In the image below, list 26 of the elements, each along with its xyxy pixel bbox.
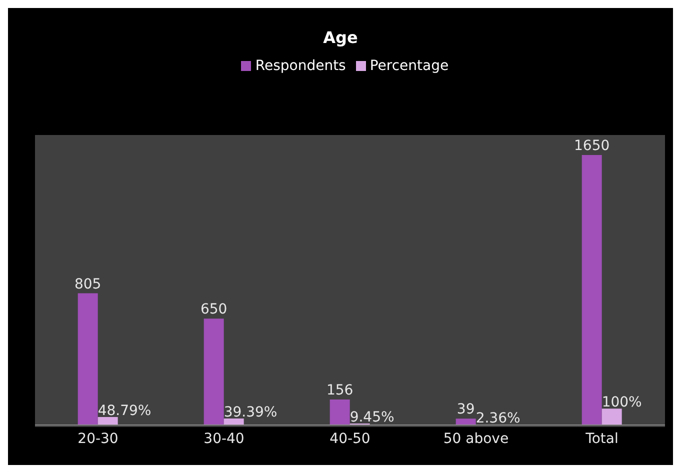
- legend-label: Respondents: [255, 58, 346, 74]
- bar: [456, 418, 476, 425]
- data-label: 9.45%: [350, 409, 394, 426]
- bar: [582, 155, 602, 425]
- bar: [98, 417, 118, 425]
- legend-label: Percentage: [370, 58, 449, 74]
- x-tick-label: 50 above: [443, 430, 509, 447]
- x-tick-label: 40-50: [330, 430, 370, 447]
- data-label: 650: [200, 302, 228, 318]
- data-label: 805: [74, 276, 102, 292]
- bar: [224, 418, 244, 425]
- bar: [78, 293, 98, 425]
- x-tick-label: 30-40: [204, 430, 244, 447]
- data-label: 48.79%: [98, 403, 152, 420]
- data-label: 100%: [602, 394, 642, 411]
- data-label: 156: [326, 382, 354, 398]
- data-label: 1650: [574, 138, 610, 154]
- data-label: 39.39%: [224, 404, 278, 421]
- bar: [204, 318, 224, 425]
- data-label: 2.36%: [476, 410, 520, 427]
- x-tick-label: 20-30: [78, 430, 118, 447]
- chart-title: Age: [322, 28, 359, 47]
- x-tick-label: Total: [584, 430, 618, 447]
- bar: [602, 408, 622, 425]
- bar: [330, 399, 350, 425]
- data-label: 39: [456, 402, 475, 418]
